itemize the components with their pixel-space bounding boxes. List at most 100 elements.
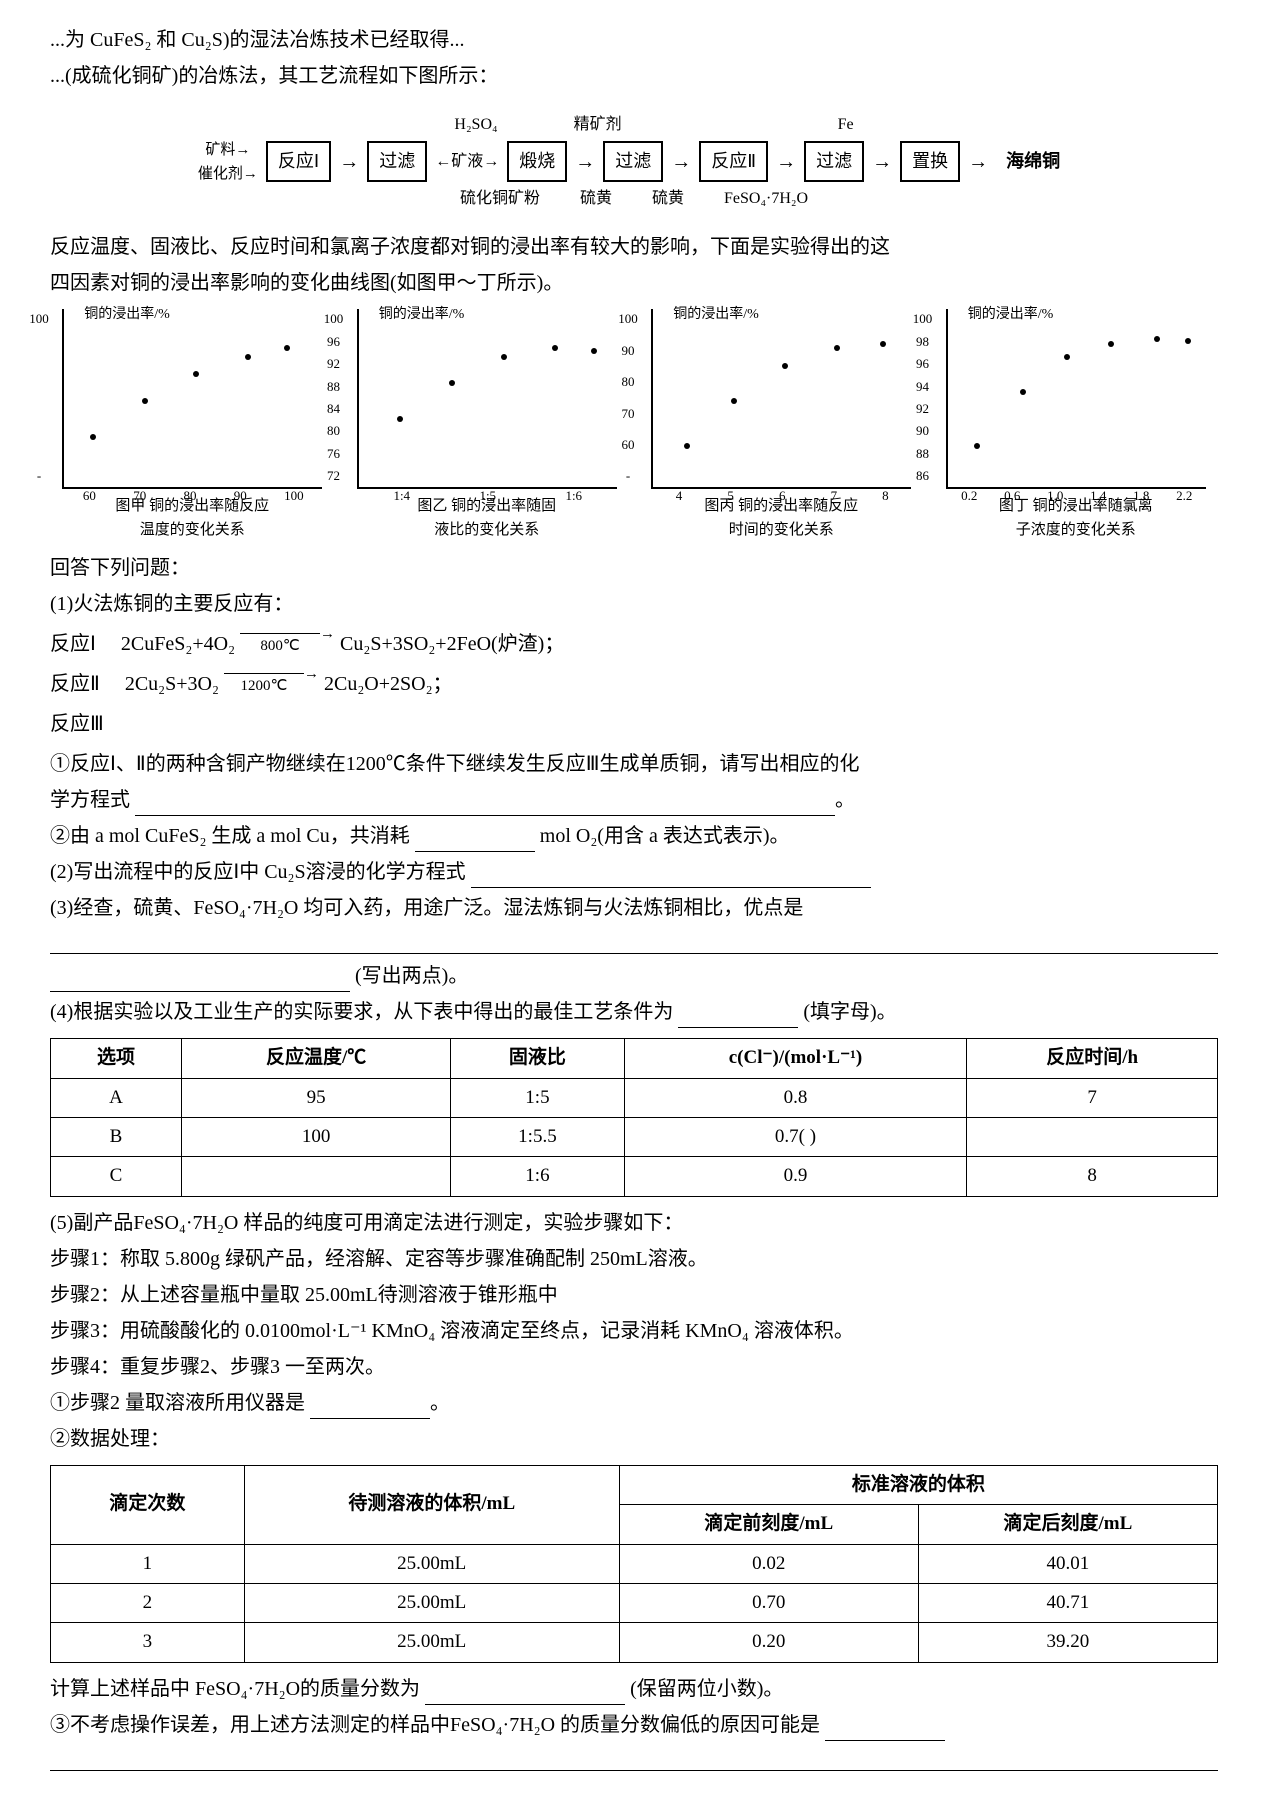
r3-label: 反应Ⅲ xyxy=(50,713,104,735)
flow-bottom-labels: 硫化铜矿粉 硫黄 硫黄 FeSO₄·7H₂O xyxy=(60,186,1208,212)
arrow-icon: → xyxy=(968,146,988,178)
charts-container: 铜的浸出率/%100-60708090100图甲 铜的浸出率随反应 温度的变化关… xyxy=(50,309,1218,542)
q2-text: (2)写出流程中的反应Ⅰ中 Cu₂S溶浸的化学方程式 xyxy=(50,861,466,883)
q5-1-text: ①步骤2 量取溶液所用仪器是 xyxy=(50,1392,305,1414)
q2: (2)写出流程中的反应Ⅰ中 Cu₂S溶浸的化学方程式 xyxy=(50,856,1218,888)
q5-calc: 计算上述样品中 FeSO₄·7H₂O的质量分数为 (保留两位小数)。 xyxy=(50,1673,1218,1705)
table-cell: 39.20 xyxy=(918,1623,1217,1662)
table-cell: A xyxy=(51,1078,182,1117)
flow-box-3: 过滤 xyxy=(603,141,663,182)
flow-mid: ←矿液→ xyxy=(435,149,499,175)
q3b-line: (写出两点)。 xyxy=(50,960,1218,992)
q5: (5)副产品FeSO₄·7H₂O 样品的纯度可用滴定法进行测定，实验步骤如下： xyxy=(50,1207,1218,1239)
table-cell: 2 xyxy=(51,1583,245,1622)
table-cell: 25.00mL xyxy=(244,1583,619,1622)
blank-field[interactable] xyxy=(825,1721,945,1741)
r1-cond: 800℃ xyxy=(240,633,320,658)
chart-chart2: 铜的浸出率/%100969288848076721:41:51:6 xyxy=(357,309,617,489)
reaction-1: 反应Ⅰ 2CuFeS₂+4O₂ 800℃ Cu₂S+3SO₂+2FeO(炉渣)； xyxy=(50,628,1218,660)
table-header: 反应时间/h xyxy=(967,1039,1218,1078)
table-cell: 8 xyxy=(967,1157,1218,1196)
flow-main-row: 矿料→ 催化剂→ 反应Ⅰ → 过滤 ←矿液→ 煅烧 → 过滤 → 反应Ⅱ → 过… xyxy=(60,138,1208,186)
table-cell: 0.20 xyxy=(619,1623,918,1662)
table-header: 滴定后刻度/mL xyxy=(918,1505,1217,1544)
blank-field[interactable] xyxy=(310,1399,430,1419)
table-row: 125.00mL0.0240.01 xyxy=(51,1544,1218,1583)
conditions-table: 选项反应温度/℃固液比c(Cl⁻)/(mol·L⁻¹)反应时间/hA951:50… xyxy=(50,1038,1218,1197)
q5-calc-text: 计算上述样品中 FeSO₄·7H₂O的质量分数为 xyxy=(50,1678,420,1700)
table-cell: 1:5 xyxy=(451,1078,624,1117)
r1-right: Cu₂S+3SO₂+2FeO(炉渣)； xyxy=(340,633,564,655)
titration-table: 滴定次数待测溶液的体积/mL标准溶液的体积滴定前刻度/mL滴定后刻度/mL125… xyxy=(50,1465,1218,1663)
r2-left: 2Cu₂S+3O₂ xyxy=(125,673,219,695)
table-cell: 7 xyxy=(967,1078,1218,1117)
intro-line-2: ...(成硫化铜矿)的冶炼法，其工艺流程如下图所示： xyxy=(50,60,1218,92)
table-row: C 1:60.98 xyxy=(51,1157,1218,1196)
q4b-text: (填字母)。 xyxy=(803,1001,896,1023)
blank-field[interactable] xyxy=(678,1008,798,1028)
table-cell xyxy=(967,1117,1218,1156)
q1-1b-text: 学方程式 xyxy=(50,789,130,811)
q5-s3: 步骤3：用硫酸酸化的 0.0100mol·L⁻¹ KMnO₄ 溶液滴定至终点，记… xyxy=(50,1315,1218,1347)
table-header: 反应温度/℃ xyxy=(182,1039,451,1078)
flow-top-0: H₂SO₄ xyxy=(454,112,497,138)
table-header: 待测溶液的体积/mL xyxy=(244,1465,619,1544)
arrow-icon: → xyxy=(776,146,796,178)
flow-box-4: 反应Ⅱ xyxy=(699,141,768,182)
table-cell: 1:6 xyxy=(451,1157,624,1196)
arrow-icon: → xyxy=(872,146,892,178)
flow-box-1: 过滤 xyxy=(367,141,427,182)
para2-line-2: 四因素对铜的浸出率影响的变化曲线图(如图甲～丁所示)。 xyxy=(50,267,1218,299)
blank-field[interactable] xyxy=(50,972,350,992)
table-cell: 40.01 xyxy=(918,1544,1217,1583)
q1-2b-text: mol O₂(用含 a 表达式表示)。 xyxy=(540,825,790,847)
q5-s1: 步骤1：称取 5.800g 绿矾产品，经溶解、定容等步骤准确配制 250mL溶液… xyxy=(50,1243,1218,1275)
q-intro: 回答下列问题： xyxy=(50,552,1218,584)
table-cell: 0.9 xyxy=(624,1157,967,1196)
table-cell: 1:5.5 xyxy=(451,1117,624,1156)
table-header: c(Cl⁻)/(mol·L⁻¹) xyxy=(624,1039,967,1078)
table-header: 标准溶液的体积 xyxy=(619,1465,1217,1504)
table-cell: 0.8 xyxy=(624,1078,967,1117)
blank-field[interactable] xyxy=(135,796,835,816)
blank-field[interactable] xyxy=(415,832,535,852)
flow-bot-3: 硫黄 xyxy=(580,186,612,212)
q5-3: ③不考虑操作误差，用上述方法测定的样品中FeSO₄·7H₂O 的质量分数偏低的原… xyxy=(50,1709,1218,1741)
table-cell: 25.00mL xyxy=(244,1623,619,1662)
flow-box-6: 置换 xyxy=(900,141,960,182)
flow-box-2: 煅烧 xyxy=(507,141,567,182)
chart-chart1: 铜的浸出率/%100-60708090100 xyxy=(62,309,322,489)
r2-label: 反应Ⅱ xyxy=(50,673,100,695)
table-cell: 100 xyxy=(182,1117,451,1156)
flow-box-0: 反应Ⅰ xyxy=(266,141,331,182)
flow-top-2: 精矿剂 xyxy=(574,112,622,138)
flow-box-5: 过滤 xyxy=(804,141,864,182)
arrow-icon: → xyxy=(575,146,595,178)
blank-field[interactable] xyxy=(471,868,871,888)
table-cell: 25.00mL xyxy=(244,1544,619,1583)
reaction-2: 反应Ⅱ 2Cu₂S+3O₂ 1200℃ 2Cu₂O+2SO₂； xyxy=(50,668,1218,700)
r1-left: 2CuFeS₂+4O₂ xyxy=(121,633,235,655)
blank-field-long[interactable] xyxy=(50,1747,1218,1771)
q5-calc-b-text: (保留两位小数)。 xyxy=(630,1678,783,1700)
flow-bot-0: 硫化铜矿粉 xyxy=(460,186,540,212)
q3: (3)经查，硫黄、FeSO₄·7H₂O 均可入药，用途广泛。湿法炼铜与火法炼铜相… xyxy=(50,892,1218,924)
q5-s2: 步骤2：从上述容量瓶中量取 25.00mL待测溶液于锥形瓶中 xyxy=(50,1279,1218,1311)
process-flowchart: H₂SO₄ 精矿剂 Fe 矿料→ 催化剂→ 反应Ⅰ → 过滤 ←矿液→ 煅烧 →… xyxy=(50,102,1218,221)
table-cell: 3 xyxy=(51,1623,245,1662)
blank-field-long[interactable] xyxy=(50,930,1218,954)
q5-3-text: ③不考虑操作误差，用上述方法测定的样品中FeSO₄·7H₂O 的质量分数偏低的原… xyxy=(50,1714,820,1736)
table-cell: 1 xyxy=(51,1544,245,1583)
table-cell: 0.02 xyxy=(619,1544,918,1583)
q1-2: ②由 a mol CuFeS₂ 生成 a mol Cu，共消耗 mol O₂(用… xyxy=(50,820,1218,852)
blank-field[interactable] xyxy=(425,1685,625,1705)
chart-chart4: 铜的浸出率/%100989694929088860.20.61.01.41.82… xyxy=(946,309,1206,489)
table-row: B1001:5.50.7( ) xyxy=(51,1117,1218,1156)
table-row: 325.00mL0.2039.20 xyxy=(51,1623,1218,1662)
flow-bot-6: FeSO₄·7H₂O xyxy=(724,186,808,212)
table-row: A951:50.87 xyxy=(51,1078,1218,1117)
flow-top-labels: H₂SO₄ 精矿剂 Fe xyxy=(60,112,1208,138)
q5-2: ②数据处理： xyxy=(50,1423,1218,1455)
table-cell: C xyxy=(51,1157,182,1196)
r1-label: 反应Ⅰ xyxy=(50,633,96,655)
